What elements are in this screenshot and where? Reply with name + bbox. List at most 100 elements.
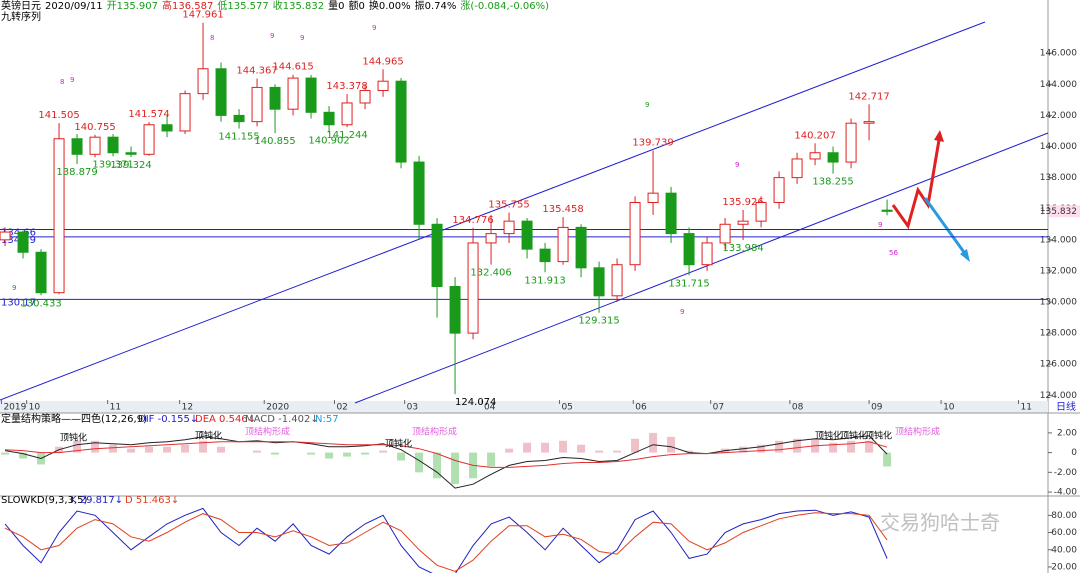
x-tick-label: 09 [871,403,883,413]
y-tick-label: 124.000 [1040,391,1077,401]
macd-bar [757,444,766,453]
low-label: 138.879 [56,167,97,178]
macd-bar [577,444,586,453]
macd-bar [865,440,874,453]
macd-bar [613,450,622,453]
macd-bar [307,452,316,455]
high-label: 144.367 [236,66,277,77]
macd-bar [271,452,280,455]
panel-title: SLOWKD(9,3,3,5) [1,495,87,506]
header-item: 低135.577 [217,0,268,12]
candle-body [449,285,461,334]
high-label: 141.574 [128,109,169,120]
macd-bar [487,452,496,467]
candle-body [179,93,191,132]
signal-label: 顶钝化 [60,432,87,444]
macd-bar [163,446,172,453]
macd-bar [91,440,100,453]
hline-label: 130.17 [1,297,36,308]
macd-bar [361,452,370,455]
y-tick-label: 144.000 [1040,80,1077,90]
legend-entry: D 51.463↓ [125,495,179,506]
td-count: 9 [645,101,649,109]
macd-bar [199,440,208,453]
candle-body [359,90,371,104]
arrow-head [934,130,944,142]
candle-body [161,124,173,132]
signal-label: 顶结构形成 [245,426,290,438]
low-label: 130.433 [20,298,61,309]
x-tick-label: 03 [407,403,418,413]
candle-body [197,68,209,95]
candle-body [611,264,623,297]
y-tick-label: 134.000 [1040,235,1077,245]
candle-body [575,226,587,269]
candle-body [791,158,803,179]
y-tick-label: -2.00 [1054,468,1078,478]
candle-body [251,86,263,123]
candle-body [341,102,353,126]
candle-body [323,111,335,126]
signal-label: 顶结构形成 [412,426,457,438]
candle-body [683,233,695,266]
macd-bar [883,452,892,467]
header-item: 收135.832 [273,0,324,12]
macd-bar [631,438,640,453]
macd-line [4,435,888,489]
macd-bar [649,432,658,453]
high-label: 140.755 [74,122,115,133]
high-label: 147.961 [182,10,223,21]
candle-body [287,77,299,110]
high-label: 139.739 [632,138,673,149]
macd-bar [397,452,406,461]
macd-bar [847,440,856,453]
candle-body [863,121,875,124]
y-tick-label: 128.000 [1040,329,1077,339]
macd-bar [505,448,514,453]
candle-body [755,202,767,222]
candle-body [431,223,443,287]
td-count: 9 [680,308,684,316]
n-label: N:57 [315,414,339,425]
signal-label: 顶结构形成 [895,426,940,438]
candle-body [593,267,605,297]
signal-label: 顶钝化 [385,438,412,450]
candle-body [737,220,749,225]
macd-bar [217,446,226,453]
high-label: 135.458 [542,204,583,215]
macd-bar [145,446,154,453]
header-item: 英镑日元 [1,0,41,12]
candle-body [503,220,515,235]
td-count: 9 [878,221,882,229]
x-tick-label: 2019 [3,403,26,413]
x-tick-label: 11 [110,403,121,413]
x-tick-label: 02 [336,403,347,413]
macd-bar [19,452,28,459]
forecast-arrow [923,197,968,256]
header-item: 换0.00% [369,0,411,12]
low-label: 131.913 [524,275,565,286]
macd-bar [73,440,82,453]
high-label: 142.717 [848,91,889,102]
macd-bar [1,452,10,455]
macd-bar [559,440,568,453]
high-label: 140.207 [794,130,835,141]
candle-body [719,223,731,244]
watermark: 交易狗哈士奇 [880,511,1000,535]
macd-line [4,441,888,468]
td-count: 9 [12,284,16,292]
y-tick-label: 80.00 [1051,511,1077,521]
legend-entry: DEA 0.546↓ [195,414,256,425]
candle-body [557,226,569,263]
high-label: 144.615 [272,62,313,73]
candle-body [665,192,677,235]
candle-body [881,209,893,212]
low-label: 124.074 [455,397,496,408]
y-tick-label: 138.000 [1040,173,1077,183]
macd-bar [523,442,532,453]
forecast-arrow [891,133,942,230]
candle-body [809,152,821,160]
legend-entry: MACD -1.402↓ [245,414,319,425]
td-count: 9 [300,34,304,42]
